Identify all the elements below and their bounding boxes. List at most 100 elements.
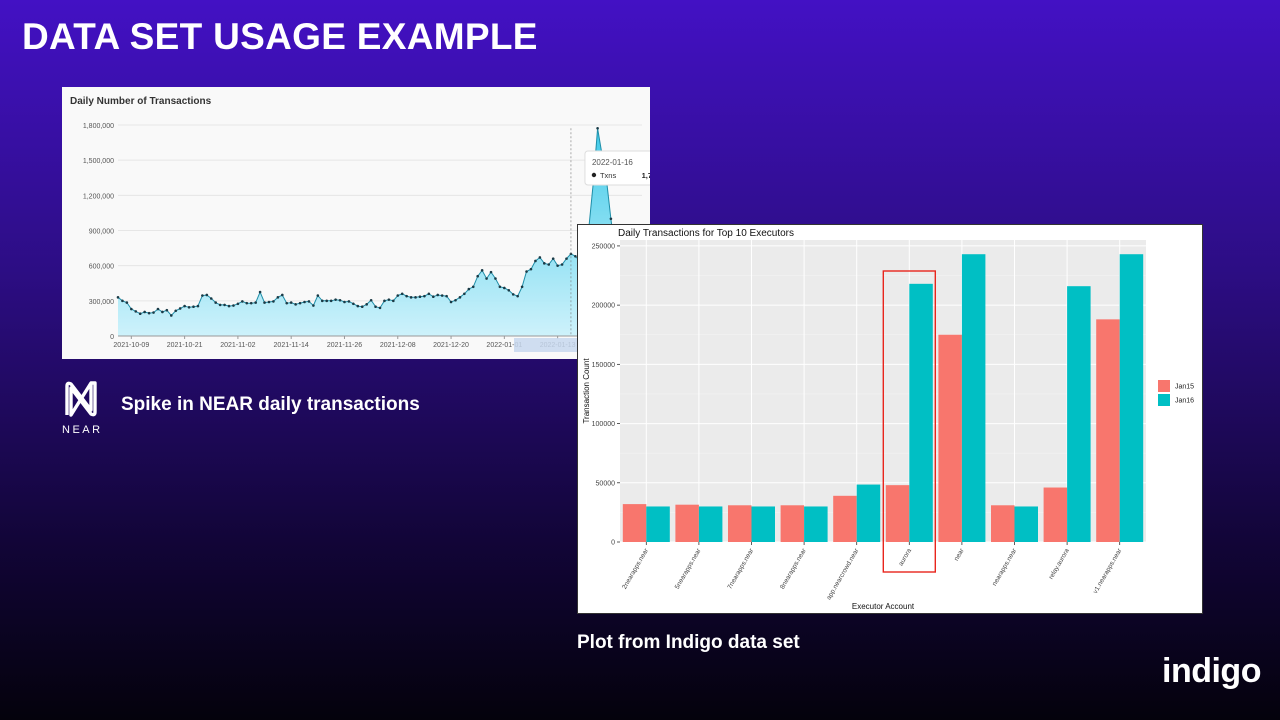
chart1-data-point [249,301,253,305]
chart2-bar-jan15 [675,504,699,542]
chart1-y-tick-label: 1,200,000 [83,193,114,200]
chart2-bar-jan16 [961,254,986,542]
chart1-data-point [565,257,568,260]
chart2-legend-label: Jan16 [1175,398,1194,405]
chart1-x-tick-label: 2022-01-01 [486,342,522,349]
chart2-x-tick-label: near [953,547,966,562]
chart1-data-point [494,277,497,280]
chart2-bar-jan16 [698,506,723,542]
chart1-x-tick-label: 2021-10-09 [113,342,149,349]
chart1-data-point [560,263,564,266]
chart1-data-point [178,307,182,310]
chart1-data-point [423,294,426,298]
chart2-y-tick-label: 200000 [592,303,615,310]
chart2-bar-jan16 [646,506,670,542]
chart1-data-point [214,301,217,304]
chart2-bar-jan15 [1043,487,1068,542]
chart2-y-tick-label: 100000 [592,421,615,428]
chart2-x-tick-label: nearapps.near [991,547,1018,588]
chart1-data-point [263,301,266,304]
chart2-bar-jan15 [885,485,910,542]
chart1-data-point [312,304,315,307]
chart1-tooltip-marker [591,172,597,178]
chart2-x-tick-label: relay.aurora [1048,547,1071,580]
indigo-caption: Plot from Indigo data set [577,632,800,653]
chart1-tooltip-box [584,150,650,186]
chart1-data-point [272,300,275,303]
chart1-data-point [609,217,613,221]
slide-title: DATA SET USAGE EXAMPLE [22,16,538,57]
chart1-tooltip-value: 1,772,219 [642,171,650,180]
chart1-data-point [551,257,555,260]
chart1-data-point [511,293,515,296]
chart1-data-point [125,301,129,304]
chart2-x-tick-label: 7nearapps.near [726,547,755,591]
chart1-data-point [471,285,475,289]
chart1-data-point [338,298,342,302]
chart2-bar-jan16 [1067,286,1091,542]
chart1-data-point [245,301,249,305]
chart1-tooltip: 2022-01-16 Txns 1,772,219 [584,150,650,186]
chart1-data-point [374,305,377,308]
chart1-data-point [467,287,471,291]
chart1-y-tick-label: 300,000 [89,299,114,306]
chart1-data-point [543,262,546,265]
chart1-x-tick-label: 2021-12-20 [433,342,469,349]
chart1-y-tick-label: 1,500,000 [83,158,114,165]
chart1-data-point [445,294,448,298]
chart2-legend-label: Jan15 [1175,384,1194,391]
daily-transactions-chart: Daily Number of Transactions 0 300,000 600,… [62,87,650,359]
chart1-data-point [254,301,257,304]
chart1-data-point [409,296,413,299]
chart1-data-point [276,296,280,299]
chart1-y-tick-label: 600,000 [89,264,114,271]
chart1-data-point [356,304,360,308]
chart1-data-point [347,300,351,303]
chart1-data-point [121,299,124,303]
chart1-data-point [596,126,599,130]
chart2-legend-swatch [1158,394,1170,406]
chart1-data-point [152,311,155,314]
chart2-x-tick-label: v1.nearapps.near [1092,547,1124,595]
chart1-data-point [516,294,519,298]
chart1-data-point [156,307,160,311]
chart1-data-point [325,299,329,303]
chart2-legend-swatch [1158,380,1170,392]
chart1-data-point [183,304,186,308]
chart1-data-point [507,288,511,292]
chart2-x-tick-label: 2nearapps.near [621,547,650,591]
chart2-title: Daily Transactions for Top 10 Executors [618,228,794,239]
chart1-data-point [143,310,146,314]
chart1-data-point [289,301,293,304]
chart2-bar-jan16 [1014,506,1038,542]
chart1-data-point [165,308,169,312]
chart1-data-point [369,298,373,302]
chart1-data-point [538,256,542,259]
chart1-data-point [529,267,533,271]
near-logo: NEAR [62,380,102,436]
chart1-data-point [534,259,537,263]
chart1-data-point [396,294,400,297]
chart1-data-point [201,294,204,297]
top-executors-chart: Daily Transactions for Top 10 Executors 0… [577,224,1203,614]
chart1-title: Daily Number of Transactions [70,96,212,107]
chart2-y-tick-label: 250000 [592,243,615,250]
chart2-bar-jan15 [622,504,647,542]
chart1-y-tick-label: 900,000 [89,229,114,236]
chart1-data-point [520,285,524,289]
chart2-bar-jan16 [1119,254,1144,542]
chart1-x-tick-label: 2021-11-26 [327,342,362,349]
chart1-data-point [525,270,528,273]
chart1-x-tick-label: 2021-12-08 [380,342,416,349]
chart1-data-point [205,293,209,297]
chart1-data-point [236,302,240,306]
chart1-y-tick-label: 1,800,000 [83,123,114,130]
chart1-data-point [169,314,173,317]
chart1-data-point [574,254,577,258]
chart1-data-point [352,302,355,306]
chart1-data-point [303,300,306,304]
chart1-data-point [400,292,404,296]
chart2-x-tick-label: app.nearcrowd.near [825,547,860,601]
chart2-bar-jan15 [1096,319,1120,542]
chart1-data-point [192,305,195,308]
